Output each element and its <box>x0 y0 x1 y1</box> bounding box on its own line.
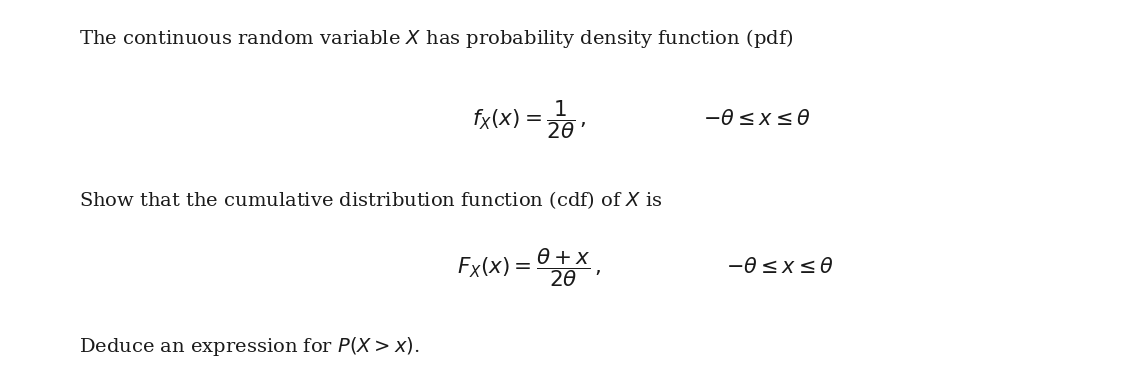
Text: $-\theta \leq x \leq \theta$: $-\theta \leq x \leq \theta$ <box>726 257 834 277</box>
Text: Show that the cumulative distribution function (cdf) of $X$ is: Show that the cumulative distribution fu… <box>79 190 663 211</box>
Text: The continuous random variable $X$ has probability density function (pdf): The continuous random variable $X$ has p… <box>79 27 793 50</box>
Text: Deduce an expression for $P(X > x)$.: Deduce an expression for $P(X > x)$. <box>79 335 420 359</box>
Text: $f_X(x) = \dfrac{1}{2\theta}\,,$: $f_X(x) = \dfrac{1}{2\theta}\,,$ <box>471 98 586 141</box>
Text: $F_X(x) = \dfrac{\theta + x}{2\theta}\,,$: $F_X(x) = \dfrac{\theta + x}{2\theta}\,,… <box>457 246 601 288</box>
Text: $-\theta \leq x \leq \theta$: $-\theta \leq x \leq \theta$ <box>703 110 811 129</box>
